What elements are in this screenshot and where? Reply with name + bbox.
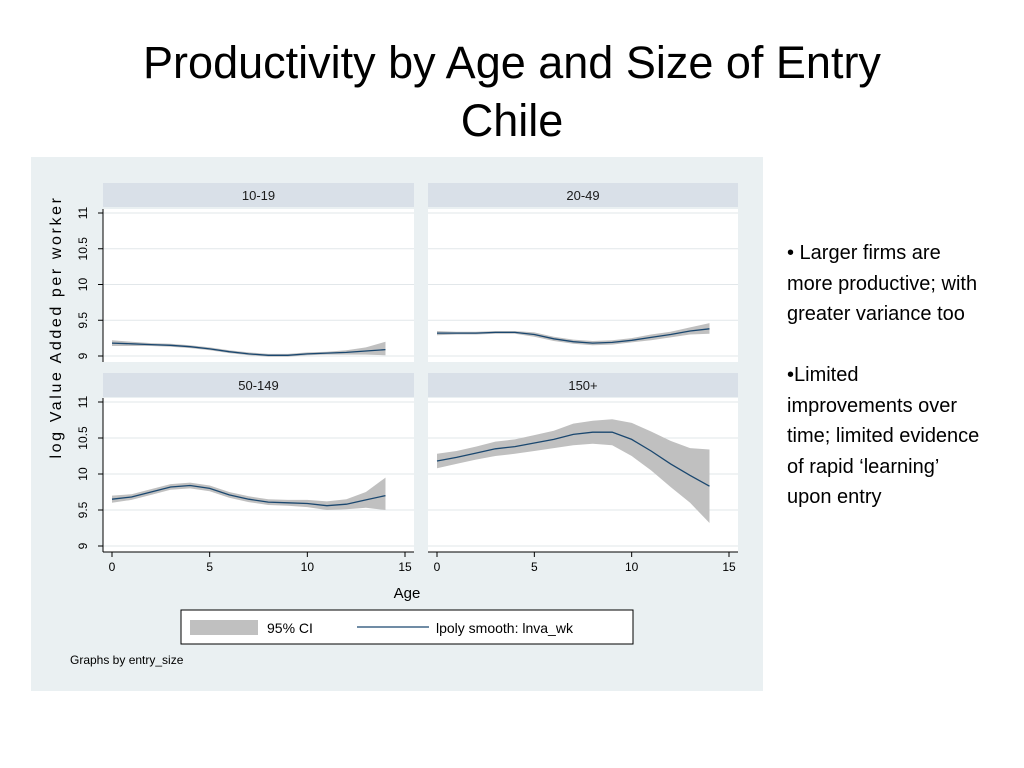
- panel-2-title: 20-49: [566, 188, 599, 203]
- panel-2-series-line: [437, 328, 710, 344]
- bullet-list: • Larger firms are more productive; with…: [787, 238, 987, 543]
- panel-3-x-tick-label-2: 5: [206, 560, 213, 574]
- panel-3-x-tick-label-3: 10: [301, 560, 315, 574]
- chart-figure: 10-19 9 9.5 10 10.5 11 20-49 50-149 9 9.5 10 10.5 11…: [31, 157, 763, 691]
- panel-1-ci-band: [112, 340, 386, 357]
- panel-3-y-tick-label-3: 10: [76, 467, 90, 481]
- panel-2-ci-band: [437, 323, 710, 346]
- panel-3-series-line: [111, 484, 386, 507]
- panel-4-series-line: [436, 431, 710, 487]
- panel-3-y-tick-label-4: 10.5: [76, 426, 90, 450]
- panel-4-x-tick-label-3: 10: [625, 560, 639, 574]
- panel-3-title: 50-149: [238, 378, 278, 393]
- panel-1-series-line: [111, 342, 386, 356]
- legend-line-label: lpoly smooth: lnva_wk: [436, 620, 574, 636]
- panel-3-y-tick-label-1: 9: [76, 542, 90, 549]
- legend-ci-label: 95% CI: [267, 620, 313, 636]
- x-axis-title: Age: [394, 585, 421, 602]
- slide-title: Productivity by Age and Size of Entry Ch…: [0, 34, 1024, 150]
- panel-1-y-tick-label-2: 9.5: [76, 312, 90, 329]
- panel-2-strip: [428, 183, 738, 207]
- panel-4-x-tick-label-2: 5: [531, 560, 538, 574]
- slide-title-line2: Chile: [460, 95, 564, 146]
- panel-1-y-tick-label-1: 9: [76, 352, 90, 359]
- bullet-item-2: •Limited improvements over time; limited…: [787, 364, 980, 508]
- panel-1-title: 10-19: [242, 188, 275, 203]
- panel-3-strip: [103, 373, 414, 397]
- panel-3-y-tick-label-5: 11: [76, 395, 90, 408]
- panel-1-strip: [103, 183, 414, 207]
- panel-4-title: 150+: [568, 378, 597, 393]
- panel-3-plot-area: [103, 398, 414, 552]
- panel-1-plot-area: [103, 209, 414, 362]
- y-axis-title: log Value Added per worker: [48, 196, 65, 459]
- legend-ci-swatch: [190, 620, 258, 635]
- panel-4-strip: [428, 373, 738, 397]
- slide-title-line1: Productivity by Age and Size of Entry: [143, 37, 881, 88]
- panel-4-x-tick-label-1: 0: [434, 560, 441, 574]
- panel-3-x-tick-label-4: 15: [398, 560, 412, 574]
- bullet-item-1: • Larger firms are more productive; with…: [787, 242, 978, 325]
- panel-1-y-tick-label-4: 10.5: [76, 237, 90, 261]
- panel-1-y-tick-label-5: 11: [76, 206, 90, 219]
- panel-3-x-tick-label-1: 0: [109, 560, 116, 574]
- panel-4-x-tick-label-4: 15: [722, 560, 736, 574]
- chart-svg: 10-19 9 9.5 10 10.5 11 20-49 50-149 9 9.5 10 10.5 11…: [48, 183, 738, 667]
- panel-2-plot-area: [428, 209, 738, 362]
- graph-note: Graphs by entry_size: [70, 653, 184, 667]
- panel-1-y-tick-label-3: 10: [76, 278, 90, 292]
- panel-3-y-tick-label-2: 9.5: [76, 501, 90, 518]
